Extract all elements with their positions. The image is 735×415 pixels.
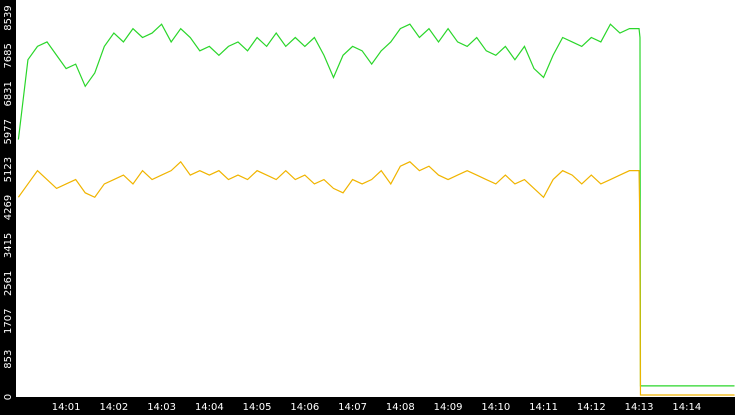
- series-line: [17, 160, 735, 396]
- y-tick-label: 7685: [3, 43, 14, 68]
- x-tick-label: 14:06: [290, 402, 319, 413]
- x-tick-label: 14:13: [625, 402, 654, 413]
- series-line: [17, 23, 735, 387]
- y-axis-bar: [0, 0, 16, 415]
- x-tick-label: 14:01: [52, 402, 81, 413]
- x-tick-label: 14:04: [195, 402, 224, 413]
- x-tick-label: 14:11: [529, 402, 558, 413]
- y-tick-label: 5123: [3, 157, 14, 182]
- x-tick-label: 14:14: [672, 402, 701, 413]
- y-tick-label: 5977: [3, 119, 14, 144]
- x-tick-label: 14:08: [386, 402, 415, 413]
- y-tick-label: 4269: [3, 195, 14, 220]
- x-tick-label: 14:05: [243, 402, 272, 413]
- y-tick-label: 0: [3, 394, 14, 400]
- y-tick-label: 6831: [3, 81, 14, 106]
- x-tick-label: 14:10: [481, 402, 510, 413]
- x-tick-label: 14:03: [147, 402, 176, 413]
- x-tick-label: 14:12: [577, 402, 606, 413]
- x-axis-bar: [0, 397, 735, 415]
- y-tick-label: 2561: [3, 271, 14, 296]
- x-tick-label: 14:09: [434, 402, 463, 413]
- x-tick-label: 14:02: [99, 402, 128, 413]
- y-tick-label: 3415: [3, 233, 14, 258]
- y-tick-label: 1707: [3, 309, 14, 334]
- y-tick-label: 8539: [3, 5, 14, 30]
- y-tick-label: 853: [3, 350, 14, 369]
- x-tick-label: 14:07: [338, 402, 367, 413]
